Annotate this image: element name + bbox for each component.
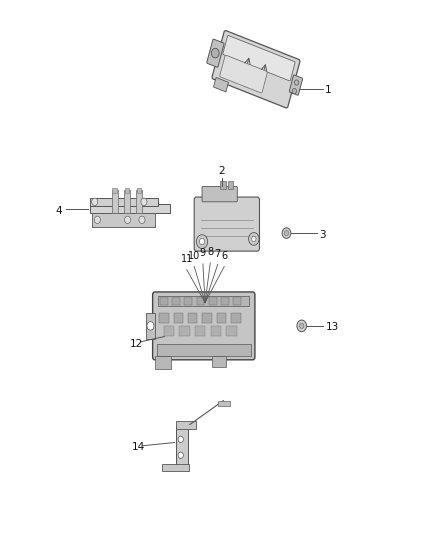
Bar — [209, 297, 217, 305]
Bar — [157, 344, 251, 356]
Bar — [211, 326, 221, 336]
Bar — [172, 297, 180, 305]
Text: 9: 9 — [200, 248, 206, 258]
Text: 4: 4 — [56, 206, 62, 216]
Text: 14: 14 — [132, 442, 145, 453]
Text: 13: 13 — [325, 322, 339, 333]
Bar — [218, 401, 230, 407]
Circle shape — [124, 216, 131, 223]
Bar — [188, 313, 198, 323]
Bar — [92, 214, 155, 227]
Text: 3: 3 — [319, 230, 326, 240]
Circle shape — [92, 198, 98, 206]
Bar — [155, 356, 171, 369]
Circle shape — [211, 49, 219, 58]
Bar — [197, 297, 205, 305]
FancyBboxPatch shape — [152, 292, 255, 360]
Bar — [112, 190, 117, 214]
Text: 7: 7 — [215, 248, 221, 259]
Text: 10: 10 — [188, 251, 200, 261]
Text: 12: 12 — [130, 339, 143, 349]
Circle shape — [252, 236, 256, 241]
Bar — [163, 326, 174, 336]
Text: 6: 6 — [221, 251, 227, 261]
Circle shape — [292, 88, 297, 94]
FancyBboxPatch shape — [194, 197, 259, 251]
FancyBboxPatch shape — [207, 39, 224, 67]
FancyBboxPatch shape — [212, 30, 300, 108]
Circle shape — [147, 321, 154, 330]
Circle shape — [249, 232, 259, 245]
FancyBboxPatch shape — [220, 55, 267, 93]
Bar — [89, 204, 170, 214]
Circle shape — [282, 228, 291, 238]
Bar — [184, 297, 192, 305]
Bar — [217, 313, 226, 323]
Bar — [160, 297, 168, 305]
Circle shape — [94, 216, 100, 223]
Text: 1: 1 — [325, 85, 332, 95]
Bar — [177, 421, 196, 429]
Text: 8: 8 — [207, 247, 213, 257]
Bar — [212, 356, 226, 367]
FancyBboxPatch shape — [290, 75, 303, 95]
FancyBboxPatch shape — [223, 36, 295, 81]
Bar — [136, 190, 142, 214]
Text: 2: 2 — [218, 166, 225, 176]
Bar — [124, 188, 129, 193]
Bar — [173, 313, 183, 323]
Bar — [179, 326, 190, 336]
Bar — [231, 313, 240, 323]
Circle shape — [139, 216, 145, 223]
Circle shape — [178, 436, 184, 442]
Circle shape — [199, 238, 205, 245]
Bar — [89, 198, 158, 206]
FancyBboxPatch shape — [213, 77, 229, 92]
Bar — [221, 297, 229, 305]
Bar — [228, 181, 233, 189]
Bar — [113, 188, 117, 193]
Bar — [146, 313, 155, 339]
Circle shape — [196, 235, 208, 248]
Bar — [195, 326, 205, 336]
Circle shape — [297, 320, 307, 332]
Circle shape — [294, 80, 299, 85]
Circle shape — [284, 230, 289, 236]
Bar — [124, 190, 130, 214]
Bar — [226, 326, 237, 336]
Bar — [159, 313, 169, 323]
Bar — [177, 426, 187, 466]
Bar — [220, 181, 226, 189]
Circle shape — [141, 198, 147, 206]
Bar — [233, 297, 241, 305]
Text: 11: 11 — [180, 254, 193, 264]
Bar — [202, 313, 212, 323]
FancyBboxPatch shape — [202, 187, 237, 202]
Bar — [137, 188, 141, 193]
Circle shape — [178, 452, 184, 458]
Circle shape — [300, 323, 304, 328]
Bar — [158, 296, 249, 306]
Bar — [162, 464, 188, 471]
